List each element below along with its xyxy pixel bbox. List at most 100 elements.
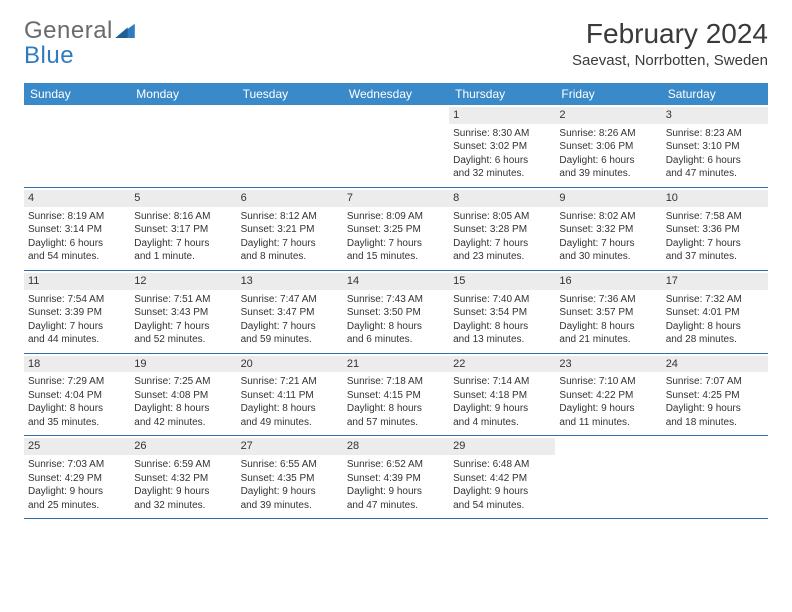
day-number: 7 [343,190,449,207]
logo-text-blue: Blue [24,42,74,69]
week-row: 25Sunrise: 7:03 AMSunset: 4:29 PMDayligh… [24,436,768,519]
cell-day2: and 52 minutes. [134,333,232,347]
day-number: 12 [130,273,236,290]
day-number: 10 [662,190,768,207]
cell-sunset: Sunset: 3:17 PM [134,223,232,237]
cell-day2: and 11 minutes. [559,416,657,430]
day-number: 28 [343,438,449,455]
cell-sunrise: Sunrise: 7:36 AM [559,293,657,307]
day-cell: 18Sunrise: 7:29 AMSunset: 4:04 PMDayligh… [24,354,130,436]
cell-day1: Daylight: 7 hours [28,320,126,334]
day-number: 5 [130,190,236,207]
week-row: 11Sunrise: 7:54 AMSunset: 3:39 PMDayligh… [24,271,768,354]
day-cell: 10Sunrise: 7:58 AMSunset: 3:36 PMDayligh… [662,188,768,270]
cell-day2: and 35 minutes. [28,416,126,430]
cell-sunset: Sunset: 3:50 PM [347,306,445,320]
cell-sunset: Sunset: 4:22 PM [559,389,657,403]
day-cell [662,436,768,518]
day-cell: 14Sunrise: 7:43 AMSunset: 3:50 PMDayligh… [343,271,449,353]
cell-sunset: Sunset: 3:57 PM [559,306,657,320]
cell-sunrise: Sunrise: 7:10 AM [559,375,657,389]
cell-day2: and 25 minutes. [28,499,126,513]
cell-sunset: Sunset: 3:21 PM [241,223,339,237]
cell-day1: Daylight: 7 hours [134,237,232,251]
day-cell: 27 Sunrise: 6:55 AMSunset: 4:35 PMDayligh… [237,436,343,518]
logo-text-general: General [24,17,113,44]
cell-sunrise: Sunrise: 8:30 AM [453,127,551,141]
cell-sunrise: Sunrise: 8:02 AM [559,210,657,224]
cell-sunset: Sunset: 4:08 PM [134,389,232,403]
cell-day1: Daylight: 7 hours [559,237,657,251]
day-cell: 19Sunrise: 7:25 AMSunset: 4:08 PMDayligh… [130,354,236,436]
cell-sunset: Sunset: 4:18 PM [453,389,551,403]
cell-sunset: Sunset: 4:32 PM [134,472,232,486]
cell-day2: and 39 minutes. [241,499,339,513]
day-number: 6 [237,190,343,207]
cell-sunrise: Sunrise: 8:23 AM [666,127,764,141]
day-number: 27 [237,438,343,455]
day-cell: 11Sunrise: 7:54 AMSunset: 3:39 PMDayligh… [24,271,130,353]
cell-sunset: Sunset: 3:25 PM [347,223,445,237]
day-cell: 8Sunrise: 8:05 AMSunset: 3:28 PMDaylight… [449,188,555,270]
day-cell: 3Sunrise: 8:23 AMSunset: 3:10 PMDaylight… [662,105,768,187]
cell-sunset: Sunset: 3:39 PM [28,306,126,320]
cell-day2: and 15 minutes. [347,250,445,264]
cell-sunrise: Sunrise: 7:32 AM [666,293,764,307]
cell-day1: Daylight: 7 hours [241,237,339,251]
cell-day1: Daylight: 9 hours [28,485,126,499]
week-row: 18Sunrise: 7:29 AMSunset: 4:04 PMDayligh… [24,354,768,437]
day-number: 2 [555,107,661,124]
day-cell [24,105,130,187]
cell-sunrise: Sunrise: 7:18 AM [347,375,445,389]
cell-day1: Daylight: 8 hours [134,402,232,416]
cell-day2: and 8 minutes. [241,250,339,264]
day-number: 24 [662,356,768,373]
day-number: 26 [130,438,236,455]
day-cell: 28Sunrise: 6:52 AMSunset: 4:39 PMDayligh… [343,436,449,518]
cell-sunrise: Sunrise: 7:14 AM [453,375,551,389]
cell-day1: Daylight: 7 hours [134,320,232,334]
cell-day1: Daylight: 9 hours [134,485,232,499]
cell-day1: Daylight: 9 hours [241,485,339,499]
location-text: Saevast, Norrbotten, Sweden [572,52,768,69]
cell-sunset: Sunset: 3:14 PM [28,223,126,237]
cell-sunrise: Sunrise: 7:25 AM [134,375,232,389]
cell-sunset: Sunset: 3:47 PM [241,306,339,320]
cell-sunrise: Sunrise: 8:19 AM [28,210,126,224]
cell-day1: Daylight: 9 hours [453,485,551,499]
cell-sunrise: Sunrise: 6:55 AM [241,458,339,472]
cell-sunset: Sunset: 4:39 PM [347,472,445,486]
day-cell: 4Sunrise: 8:19 AMSunset: 3:14 PMDaylight… [24,188,130,270]
cell-sunset: Sunset: 4:35 PM [241,472,339,486]
day-cell: 21Sunrise: 7:18 AMSunset: 4:15 PMDayligh… [343,354,449,436]
cell-sunrise: Sunrise: 7:03 AM [28,458,126,472]
cell-day2: and 54 minutes. [453,499,551,513]
cell-sunset: Sunset: 3:43 PM [134,306,232,320]
cell-day2: and 6 minutes. [347,333,445,347]
cell-day2: and 42 minutes. [134,416,232,430]
cell-day1: Daylight: 9 hours [453,402,551,416]
day-number: 1 [449,107,555,124]
day-number: 25 [24,438,130,455]
day-cell: 7Sunrise: 8:09 AMSunset: 3:25 PMDaylight… [343,188,449,270]
cell-day2: and 13 minutes. [453,333,551,347]
day-number: 16 [555,273,661,290]
cell-sunset: Sunset: 4:01 PM [666,306,764,320]
cell-sunset: Sunset: 3:32 PM [559,223,657,237]
day-header-sunday: Sunday [24,83,130,105]
day-cell: 25 Sunrise: 7:03 AMSunset: 4:29 PMDayligh… [24,436,130,518]
cell-sunset: Sunset: 4:04 PM [28,389,126,403]
day-cell: 26Sunrise: 6:59 AMSunset: 4:32 PMDayligh… [130,436,236,518]
day-number: 20 [237,356,343,373]
day-number: 21 [343,356,449,373]
cell-day1: Daylight: 9 hours [559,402,657,416]
day-header-row: SundayMondayTuesdayWednesdayThursdayFrid… [24,83,768,105]
month-title: February 2024 [572,18,768,50]
cell-day2: and 54 minutes. [28,250,126,264]
cell-day2: and 1 minute. [134,250,232,264]
cell-sunrise: Sunrise: 8:12 AM [241,210,339,224]
cell-day2: and 23 minutes. [453,250,551,264]
cell-sunset: Sunset: 3:06 PM [559,140,657,154]
cell-sunset: Sunset: 4:29 PM [28,472,126,486]
cell-sunrise: Sunrise: 7:21 AM [241,375,339,389]
